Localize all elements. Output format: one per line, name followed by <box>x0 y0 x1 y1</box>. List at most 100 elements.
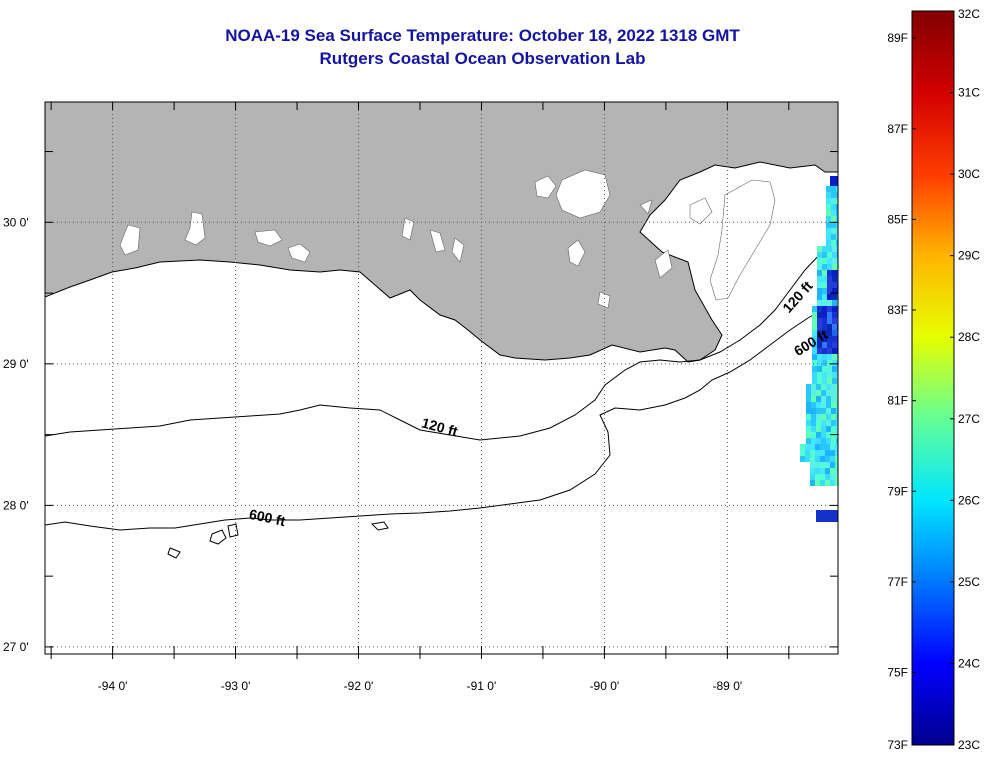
sst-pixel <box>817 264 822 270</box>
sst-pixel <box>822 354 827 360</box>
sst-pixel <box>806 402 811 408</box>
sst-pixel <box>826 396 831 402</box>
sst-pixel <box>822 258 827 264</box>
sst-pixel <box>817 288 822 294</box>
sst-pixel <box>832 246 837 252</box>
sst-pixel <box>816 420 821 426</box>
sst-pixel <box>822 318 827 324</box>
sst-pixel <box>812 366 817 372</box>
sst-pixel <box>836 408 838 414</box>
sst-pixel <box>817 360 822 366</box>
sst-pixel <box>831 192 836 198</box>
sst-pixel <box>817 312 822 318</box>
sst-pixel <box>826 438 831 444</box>
sst-pixel <box>836 414 838 420</box>
sst-pixel <box>822 282 827 288</box>
sst-pixel <box>821 420 826 426</box>
sst-pixel <box>830 444 835 450</box>
sst-pixel <box>812 330 817 336</box>
sst-pixel <box>810 456 815 462</box>
sst-pixel <box>831 426 836 432</box>
colorbar-celsius-label: 32C <box>958 7 980 21</box>
sst-pixel <box>817 342 822 348</box>
sst-pixel <box>817 258 822 264</box>
sst-pixel <box>810 462 815 468</box>
sst-pixel <box>812 336 817 342</box>
longitude-label: -91 0' <box>467 679 497 693</box>
sst-pixel <box>806 396 811 402</box>
sst-pixel <box>822 330 827 336</box>
sst-pixel <box>825 462 830 468</box>
sst-pixel <box>835 456 838 462</box>
sst-pixel <box>826 240 831 246</box>
bathymetry-contours <box>45 245 838 559</box>
sst-pixel <box>831 414 836 420</box>
sst-pixel <box>826 408 831 414</box>
sst-pixel <box>830 462 835 468</box>
sst-pixel <box>815 480 820 486</box>
sst-pixel <box>815 474 820 480</box>
sst-pixel <box>832 276 837 282</box>
sst-pixel <box>800 456 805 462</box>
colorbar-celsius-label: 23C <box>958 738 980 752</box>
sst-pixel <box>831 438 836 444</box>
frame-ticks <box>45 102 838 659</box>
colorbar-fahrenheit-label: 81F <box>887 394 908 408</box>
sst-pixel <box>816 390 821 396</box>
sst-pixel <box>811 414 816 420</box>
sst-pixel <box>812 378 817 384</box>
sst-pixel <box>832 294 837 300</box>
sst-pixel <box>832 318 837 324</box>
sst-pixel <box>836 210 838 216</box>
sst-pixel <box>812 342 817 348</box>
sst-pixel <box>831 408 836 414</box>
sst-pixel <box>826 426 831 432</box>
sst-pixel <box>822 252 827 258</box>
sst-pixel <box>822 264 827 270</box>
colorbar-fahrenheit-label: 85F <box>887 212 908 226</box>
sst-pixel <box>806 384 811 390</box>
sst-pixel <box>826 198 831 204</box>
sst-pixel <box>831 420 836 426</box>
sst-pixel <box>810 468 815 474</box>
sst-pixel <box>810 480 815 486</box>
sst-pixel <box>826 186 831 192</box>
sst-pixel <box>811 420 816 426</box>
sst-pixel <box>806 438 811 444</box>
sst-pixel <box>811 426 816 432</box>
sst-pixel <box>805 456 810 462</box>
sst-pixel <box>822 312 827 318</box>
sst-pixel <box>822 276 827 282</box>
sst-pixel <box>826 216 831 222</box>
sst-pixel <box>827 258 832 264</box>
sst-pixel <box>831 228 836 234</box>
sst-pixel <box>836 228 838 234</box>
sst-pixel <box>825 450 830 456</box>
sst-pixel <box>830 480 835 486</box>
sst-pixel <box>826 234 831 240</box>
sst-pixel <box>827 312 832 318</box>
sst-pixel <box>832 288 837 294</box>
sst-pixel <box>800 444 805 450</box>
sst-pixel <box>836 390 838 396</box>
sst-pixel <box>817 252 822 258</box>
sst-pixel <box>820 462 825 468</box>
sst-pixel <box>836 426 838 432</box>
sst-pixel <box>831 216 836 222</box>
sst-pixel <box>820 456 825 462</box>
colorbar-celsius-label: 30C <box>958 167 980 181</box>
sst-pixel <box>812 348 817 354</box>
sst-pixel <box>825 444 830 450</box>
sst-pixel <box>820 468 825 474</box>
sst-pixel <box>812 360 817 366</box>
colorbar-fahrenheit-label: 73F <box>887 738 908 752</box>
sst-pixel <box>822 306 827 312</box>
latitude-label: 29 0' <box>3 357 29 371</box>
sst-pixel <box>831 210 836 216</box>
sst-pixel <box>826 384 831 390</box>
sst-pixel <box>827 288 832 294</box>
colorbar-celsius-label: 31C <box>958 86 980 100</box>
sst-pixel <box>811 432 816 438</box>
sst-pixel <box>826 228 831 234</box>
colorbar-fahrenheit-label: 89F <box>887 31 908 45</box>
